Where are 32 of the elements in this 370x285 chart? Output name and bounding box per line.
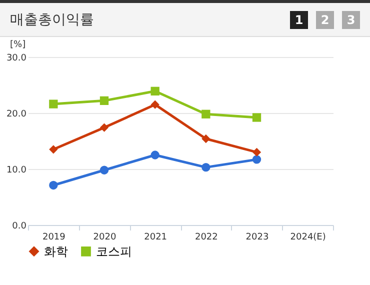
point [49,145,58,154]
legend-label: 화학 [44,244,68,258]
point [150,150,160,160]
point [252,148,262,157]
point [49,100,58,108]
y-tick-label: 0.0 [12,222,27,232]
point [49,180,58,190]
x-tick-label: 2021 [144,232,168,242]
text: 3 [342,10,360,28]
y-tick-label: 20.0 [6,110,27,120]
x-tick-label: 2022 [194,232,218,242]
point [100,123,109,132]
point [202,163,210,172]
x-tick-label: 2023 [246,232,269,242]
x-tick-label: 2024(E) [290,232,326,242]
y-tick-label: 10.0 [6,166,27,176]
y-tick-label: 30.0 [6,54,27,64]
point [100,96,109,106]
text: 2 [316,10,334,28]
y-axis-title: [%] [9,39,27,51]
chart-title: 매출총이익률 [10,10,94,28]
point [252,113,262,122]
point [150,100,160,109]
point [202,110,210,118]
x-tick-label: 2020 [93,232,116,242]
point [150,86,160,96]
text: 1 [290,10,308,28]
point [202,134,210,144]
x-tick-label: 2019 [42,232,66,242]
point [252,155,262,164]
legend-label: 코스피 [96,244,132,258]
point [100,166,109,174]
